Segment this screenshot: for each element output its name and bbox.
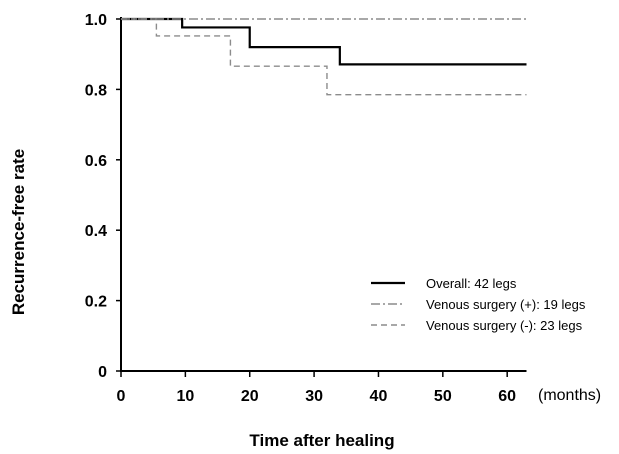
series-line-2 <box>121 19 527 95</box>
x-tick-label: 60 <box>498 388 516 405</box>
legend-label-2: Venous surgery (-): 23 legs <box>426 318 583 333</box>
x-axis-unit-label: (months) <box>538 387 601 404</box>
y-tick-label: 0.4 <box>85 223 107 240</box>
x-tick-label: 20 <box>241 388 259 405</box>
y-tick-label: 0.2 <box>85 294 107 311</box>
y-axis-label: Recurrence-free rate <box>9 149 28 315</box>
x-tick-label: 40 <box>370 388 388 405</box>
x-tick-label: 0 <box>117 388 126 405</box>
y-tick-label: 1.0 <box>85 12 107 29</box>
legend: Overall: 42 legs Venous surgery (+): 19 l… <box>371 276 586 333</box>
x-axis-label: Time after healing <box>249 431 394 450</box>
x-tick-label: 30 <box>305 388 323 405</box>
y-tick-label: 0 <box>98 364 107 381</box>
x-tick-label: 50 <box>434 388 452 405</box>
legend-label-0: Overall: 42 legs <box>426 276 517 291</box>
legend-label-1: Venous surgery (+): 19 legs <box>426 297 586 312</box>
series-line-0 <box>121 19 527 64</box>
y-tick-label: 0.8 <box>85 82 107 99</box>
x-tick-label: 10 <box>176 388 194 405</box>
y-tick-label: 0.6 <box>85 153 107 170</box>
